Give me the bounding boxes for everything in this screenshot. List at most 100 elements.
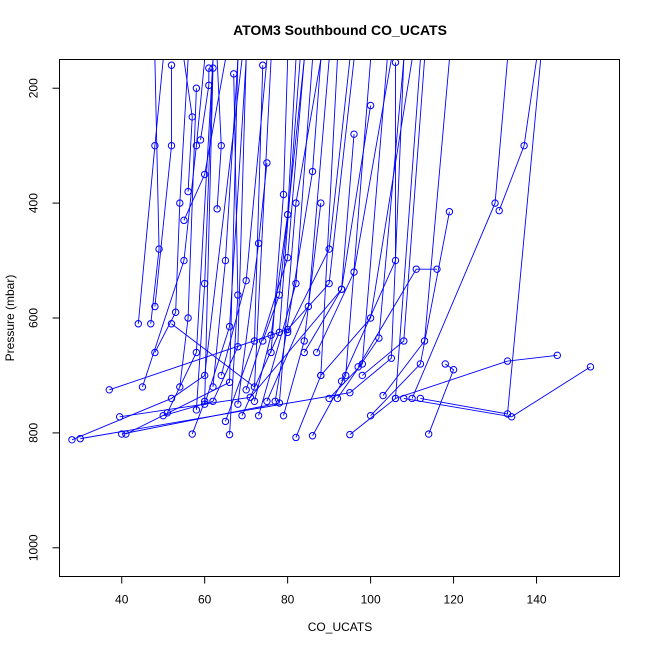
data-point bbox=[200, 279, 209, 288]
data-point bbox=[242, 276, 250, 285]
series-24 bbox=[217, 59, 268, 380]
series-line bbox=[225, 65, 264, 422]
series-11 bbox=[151, 59, 189, 357]
data-point bbox=[292, 279, 300, 288]
series-line bbox=[270, 59, 289, 353]
data-point bbox=[317, 371, 325, 380]
data-point bbox=[167, 320, 176, 328]
data-point bbox=[433, 265, 441, 273]
data-point bbox=[230, 70, 238, 78]
data-point bbox=[115, 413, 124, 421]
series-line bbox=[119, 105, 372, 418]
x-tick-label: 100 bbox=[361, 593, 381, 607]
data-point bbox=[134, 320, 143, 328]
data-point bbox=[350, 268, 358, 276]
data-point bbox=[391, 394, 400, 403]
data-point bbox=[167, 61, 176, 69]
series-29 bbox=[242, 59, 305, 394]
data-point bbox=[118, 430, 126, 438]
data-point bbox=[292, 199, 300, 207]
data-point bbox=[275, 291, 284, 299]
series-37 bbox=[283, 59, 351, 337]
data-point bbox=[205, 64, 213, 72]
data-point bbox=[325, 245, 333, 253]
data-point bbox=[379, 391, 387, 400]
series-line bbox=[121, 59, 322, 435]
data-point bbox=[308, 432, 317, 440]
series-17 bbox=[183, 59, 196, 196]
series-line bbox=[337, 59, 405, 399]
series-line bbox=[216, 59, 222, 209]
series-line bbox=[142, 59, 206, 388]
series-8 bbox=[138, 59, 206, 391]
data-point bbox=[317, 199, 325, 207]
series-10 bbox=[151, 61, 176, 311]
data-point bbox=[254, 239, 263, 248]
data-point bbox=[192, 348, 201, 357]
data-point bbox=[205, 81, 213, 90]
data-point bbox=[325, 394, 333, 403]
series-55 bbox=[424, 360, 458, 438]
data-point bbox=[553, 351, 561, 360]
series-21 bbox=[200, 59, 247, 408]
series-line bbox=[229, 73, 239, 435]
data-point bbox=[503, 410, 512, 418]
data-point bbox=[267, 331, 275, 339]
series-30 bbox=[250, 59, 297, 405]
data-point bbox=[416, 394, 425, 403]
data-point bbox=[420, 337, 429, 345]
data-point bbox=[279, 190, 288, 199]
data-point bbox=[271, 397, 279, 405]
data-point bbox=[176, 199, 184, 207]
data-point bbox=[259, 337, 267, 345]
data-point bbox=[358, 371, 367, 380]
y-tick-label: 400 bbox=[27, 193, 41, 213]
series-line bbox=[411, 59, 508, 399]
data-point bbox=[337, 285, 346, 293]
series-25 bbox=[221, 61, 267, 426]
y-tick-label: 1000 bbox=[27, 534, 41, 561]
series-line bbox=[370, 211, 450, 416]
data-point bbox=[171, 308, 180, 316]
data-point bbox=[147, 320, 155, 328]
series-7 bbox=[134, 59, 164, 328]
y-tick-label: 200 bbox=[27, 78, 41, 98]
data-point bbox=[221, 417, 230, 426]
data-point bbox=[151, 348, 159, 357]
series-9 bbox=[147, 59, 163, 328]
data-point bbox=[449, 366, 458, 374]
series-line bbox=[245, 59, 305, 390]
series-line bbox=[195, 59, 214, 410]
series-line bbox=[179, 88, 197, 387]
series-line bbox=[200, 68, 210, 140]
y-tick-label: 600 bbox=[27, 308, 41, 328]
series-27 bbox=[234, 159, 271, 408]
data-point bbox=[445, 208, 454, 216]
data-point bbox=[200, 170, 209, 179]
data-point bbox=[209, 383, 217, 391]
data-point bbox=[192, 84, 201, 92]
data-point bbox=[300, 348, 308, 357]
series-line bbox=[266, 59, 330, 402]
data-point bbox=[176, 383, 184, 391]
series-4 bbox=[115, 101, 375, 421]
data-point bbox=[400, 394, 408, 403]
data-point bbox=[200, 371, 209, 380]
x-tick-label: 140 bbox=[527, 593, 547, 607]
data-point bbox=[491, 199, 499, 207]
data-point bbox=[122, 430, 130, 438]
series-47 bbox=[354, 265, 441, 371]
data-point bbox=[188, 113, 196, 121]
data-point bbox=[188, 430, 196, 438]
series-50 bbox=[379, 59, 450, 400]
data-point bbox=[263, 397, 271, 405]
y-tick-label: 800 bbox=[27, 423, 41, 443]
series-line bbox=[183, 59, 226, 221]
series-line bbox=[154, 65, 172, 307]
series-line bbox=[274, 59, 322, 402]
series-line bbox=[220, 59, 268, 376]
data-point bbox=[217, 141, 225, 150]
data-point bbox=[242, 386, 250, 394]
data-point bbox=[354, 363, 362, 371]
